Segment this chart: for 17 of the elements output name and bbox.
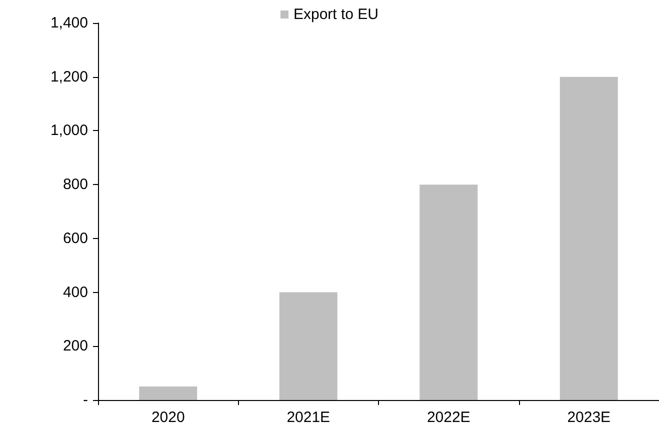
y-tick-label: 1,000 bbox=[50, 122, 88, 140]
x-tick-label: 2022E bbox=[426, 409, 470, 426]
y-tick-label: 600 bbox=[62, 230, 88, 247]
bar bbox=[560, 76, 618, 400]
bar bbox=[139, 386, 198, 400]
y-tick-label: 200 bbox=[62, 338, 88, 355]
x-tick-label: 2021E bbox=[286, 409, 330, 426]
y-tick-label: 1,200 bbox=[50, 68, 88, 86]
y-tick-label: 800 bbox=[62, 176, 88, 194]
legend-label: Export to EU bbox=[293, 6, 379, 23]
x-tick-label: 2020 bbox=[151, 409, 185, 426]
x-tick-label: 2023E bbox=[567, 409, 611, 426]
y-tick-label: - bbox=[83, 392, 88, 408]
y-tick-label: 1,400 bbox=[50, 14, 88, 32]
bar bbox=[279, 292, 338, 400]
bar bbox=[420, 184, 478, 400]
y-tick-label: 400 bbox=[62, 284, 88, 301]
